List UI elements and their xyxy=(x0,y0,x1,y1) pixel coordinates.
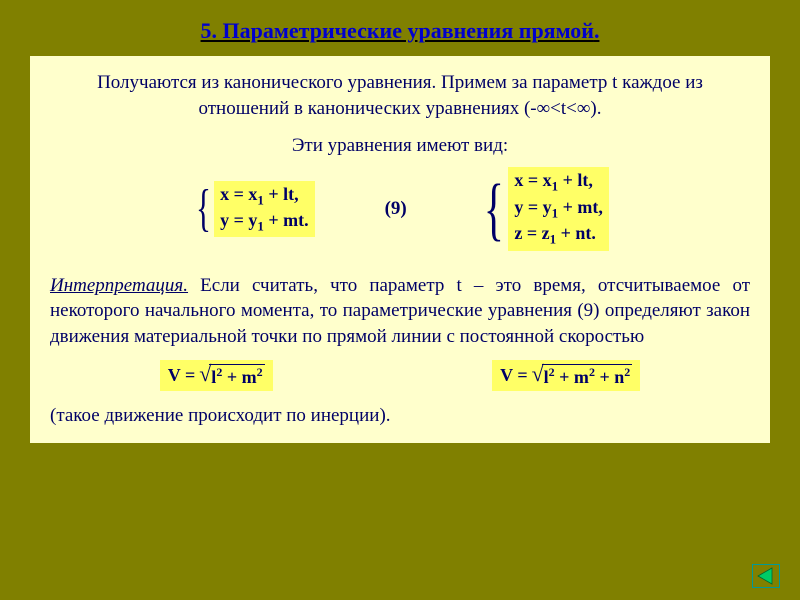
slide-title: 5. Параметрические уравнения прямой. xyxy=(0,0,800,56)
interpretation-label: Интерпретация. xyxy=(50,275,188,296)
equation-right: { x = x1 + lt, y = y1 + mt, z = z1 + nt. xyxy=(477,167,609,250)
final-text: (такое движение происходит по инерции). xyxy=(50,405,750,427)
back-button[interactable] xyxy=(752,564,780,588)
equation-left: { x = x1 + lt, y = y1 + mt. xyxy=(191,181,314,238)
eq-right-lines: x = x1 + lt, y = y1 + mt, z = z1 + nt. xyxy=(508,167,609,250)
brace-icon: { xyxy=(483,185,503,234)
intro2-text: Эти уравнения имеют вид: xyxy=(50,135,750,157)
brace-icon: { xyxy=(196,188,211,230)
intro-text: Получаются из канонического уравнения. П… xyxy=(50,70,750,121)
equation-row: { x = x1 + lt, y = y1 + mt. (9) { x = x1… xyxy=(50,167,750,250)
content-box: Получаются из канонического уравнения. П… xyxy=(30,56,770,443)
velocity-2d: V = √ l2 + m2 xyxy=(160,360,273,391)
title-link[interactable]: 5. Параметрические уравнения прямой. xyxy=(201,18,600,43)
interpretation-text: Интерпретация. Если считать, что парамет… xyxy=(50,273,750,350)
velocity-row: V = √ l2 + m2 V = √ l2 + m2 + n2 xyxy=(50,360,750,391)
velocity-3d: V = √ l2 + m2 + n2 xyxy=(492,360,640,391)
eq-left-lines: x = x1 + lt, y = y1 + mt. xyxy=(214,181,315,238)
equation-number: (9) xyxy=(385,198,407,220)
